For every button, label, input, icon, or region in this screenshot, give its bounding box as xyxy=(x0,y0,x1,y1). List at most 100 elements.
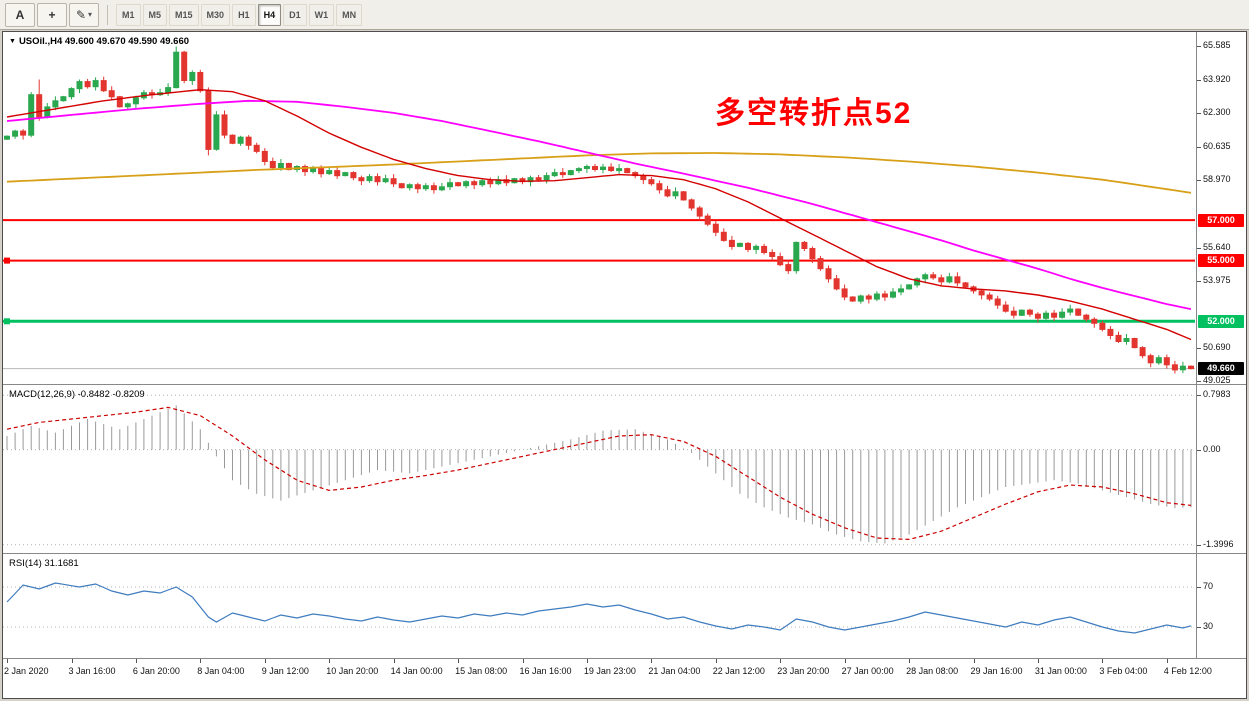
time-axis-tick xyxy=(200,659,202,663)
price-axis-label: -1.3996 xyxy=(1203,538,1234,549)
price-axis-label: 0.00 xyxy=(1203,443,1221,454)
time-axis-label: 27 Jan 00:00 xyxy=(841,666,894,676)
timeframe-button-m1[interactable]: M1 xyxy=(116,3,141,26)
time-axis-tick xyxy=(844,659,846,663)
time-axis-tick xyxy=(7,659,8,663)
time-axis-tick xyxy=(651,659,653,663)
time-axis-tick xyxy=(586,659,588,663)
time-axis-label: 8 Jan 04:00 xyxy=(197,666,245,676)
timeframe-button-m30[interactable]: M30 xyxy=(200,3,231,26)
toolbar-separator xyxy=(107,4,108,25)
time-axis-tick xyxy=(1102,659,1104,663)
hline-price-tag-57.000: 57.000 xyxy=(1198,213,1244,227)
time-axis-label: 4 Feb 12:00 xyxy=(1163,666,1212,676)
time-axis-label: 3 Jan 16:00 xyxy=(68,666,116,676)
timeframe-button-w1[interactable]: W1 xyxy=(308,3,335,26)
price-axis-label: 30 xyxy=(1203,621,1214,631)
time-axis-tick xyxy=(780,659,782,663)
time-axis-label: 6 Jan 20:00 xyxy=(132,666,180,676)
toolbar: A + ✎ ▾ M1 M5 M15 M30 H1 H4 D1 W1 MN xyxy=(0,0,1249,30)
draw-tools-dropdown[interactable]: ✎ ▾ xyxy=(69,2,99,27)
macd-panel: 0.7983 0.00 -1.3996 MACD(12,26,9) -0.8482 … xyxy=(3,385,1246,553)
timeframe-button-h4[interactable]: H4 xyxy=(257,3,282,26)
time-axis-tick xyxy=(71,659,73,663)
price-axis[interactable]: 65.585 63.920 62.300 60.635 58.970 55.640 53.9… xyxy=(1196,32,1246,386)
macd-axis[interactable]: 0.7983 0.00 -1.3996 xyxy=(1196,385,1246,553)
axis-tick xyxy=(1197,146,1201,148)
time-axis-tick xyxy=(458,659,460,663)
rsi-indicator-label: RSI(14) 31.1681 xyxy=(9,558,79,569)
axis-tick xyxy=(1197,449,1201,451)
horizontal-line-52.000[interactable] xyxy=(3,318,1195,325)
price-axis-label: 65.585 xyxy=(1203,40,1231,51)
macd-signal-line xyxy=(6,406,1192,541)
ma-line-medium-magenta xyxy=(6,99,1192,310)
time-axis-tick xyxy=(909,659,911,663)
candles-layer xyxy=(4,46,1194,374)
time-axis-label: 16 Jan 16:00 xyxy=(519,666,572,676)
panel-divider[interactable] xyxy=(3,384,1246,385)
time-axis-label: 10 Jan 20:00 xyxy=(326,666,379,676)
time-axis-label: 3 Feb 04:00 xyxy=(1099,666,1148,676)
axis-tick xyxy=(1197,381,1201,383)
time-axis-label: 31 Jan 00:00 xyxy=(1034,666,1087,676)
symbol-ohlc-line: ▼ USOil.,H4 49.600 49.670 49.590 49.660 xyxy=(9,36,189,47)
axis-tick xyxy=(1197,80,1201,82)
line-anchor-handle[interactable] xyxy=(4,318,10,325)
dropdown-caret-icon: ▾ xyxy=(88,10,93,19)
rsi-canvas[interactable] xyxy=(3,554,1195,658)
macd-indicator-label: MACD(12,26,9) -0.8482 -0.8209 xyxy=(9,389,145,400)
timeframe-button-mn[interactable]: MN xyxy=(336,3,363,26)
time-axis-label: 23 Jan 20:00 xyxy=(777,666,830,676)
symbol-collapse-icon[interactable]: ▼ xyxy=(9,38,16,45)
price-axis-label: 62.300 xyxy=(1203,106,1231,117)
axis-tick xyxy=(1197,587,1201,588)
time-axis-tick xyxy=(973,659,975,663)
chart-window: 65.585 63.920 62.300 60.635 58.970 55.640 53.9… xyxy=(2,31,1247,699)
horizontal-line-55.000[interactable] xyxy=(3,257,1195,264)
time-axis-label: 9 Jan 12:00 xyxy=(261,666,309,676)
price-axis-label: 63.920 xyxy=(1203,74,1231,85)
axis-tick xyxy=(1197,395,1201,397)
price-axis-label: 70 xyxy=(1203,581,1214,591)
time-axis-label: 14 Jan 00:00 xyxy=(390,666,443,676)
axis-tick xyxy=(1197,46,1201,48)
timeframe-button-m15[interactable]: M15 xyxy=(169,3,199,26)
hline-price-tag-52.000: 52.000 xyxy=(1198,314,1244,328)
macd-histogram xyxy=(6,405,1192,544)
axis-tick xyxy=(1197,112,1201,114)
axis-tick xyxy=(1197,247,1201,249)
price-chart-canvas[interactable] xyxy=(3,32,1195,384)
timeframe-button-d1[interactable]: D1 xyxy=(283,3,307,26)
current-price-tag: 49.660 xyxy=(1198,362,1244,376)
timeframe-button-m5[interactable]: M5 xyxy=(142,3,168,26)
time-axis-tick xyxy=(1166,659,1168,663)
time-axis[interactable]: 2 Jan 2020 3 Jan 16:00 6 Jan 20:00 8 Jan 04… xyxy=(3,659,1246,698)
time-axis-label: 19 Jan 23:00 xyxy=(583,666,636,676)
symbol-ohlc-label: USOil.,H4 49.600 49.670 49.590 49.660 xyxy=(18,36,190,47)
text-label-button[interactable]: A xyxy=(5,2,35,27)
time-axis-label: 15 Jan 08:00 xyxy=(455,666,508,676)
macd-canvas[interactable] xyxy=(3,385,1195,553)
rsi-line xyxy=(6,582,1192,634)
rsi-axis[interactable]: 70 30 xyxy=(1196,554,1246,658)
price-axis-label: 53.975 xyxy=(1203,275,1231,286)
price-axis-label: 58.970 xyxy=(1203,174,1231,185)
crosshair-button[interactable]: + xyxy=(37,2,67,27)
timeframe-button-h1[interactable]: H1 xyxy=(232,3,256,26)
ma-line-fast-red xyxy=(6,88,1192,341)
time-axis-label: 28 Jan 08:00 xyxy=(906,666,959,676)
time-axis-tick xyxy=(135,659,137,663)
time-axis-tick xyxy=(715,659,717,663)
time-axis-tick xyxy=(393,659,395,663)
annotation-text[interactable]: 多空转折点52 xyxy=(715,97,913,130)
time-axis-label: 22 Jan 12:00 xyxy=(712,666,765,676)
price-axis-label: 0.7983 xyxy=(1203,389,1231,400)
time-axis-label: 2 Jan 2020 xyxy=(4,666,49,676)
line-anchor-handle[interactable] xyxy=(4,257,10,264)
price-axis-label: 60.635 xyxy=(1203,140,1231,151)
price-axis-label: 49.025 xyxy=(1203,375,1231,386)
axis-tick xyxy=(1197,281,1201,283)
panel-divider[interactable] xyxy=(3,553,1246,554)
time-axis-tick xyxy=(522,659,524,663)
